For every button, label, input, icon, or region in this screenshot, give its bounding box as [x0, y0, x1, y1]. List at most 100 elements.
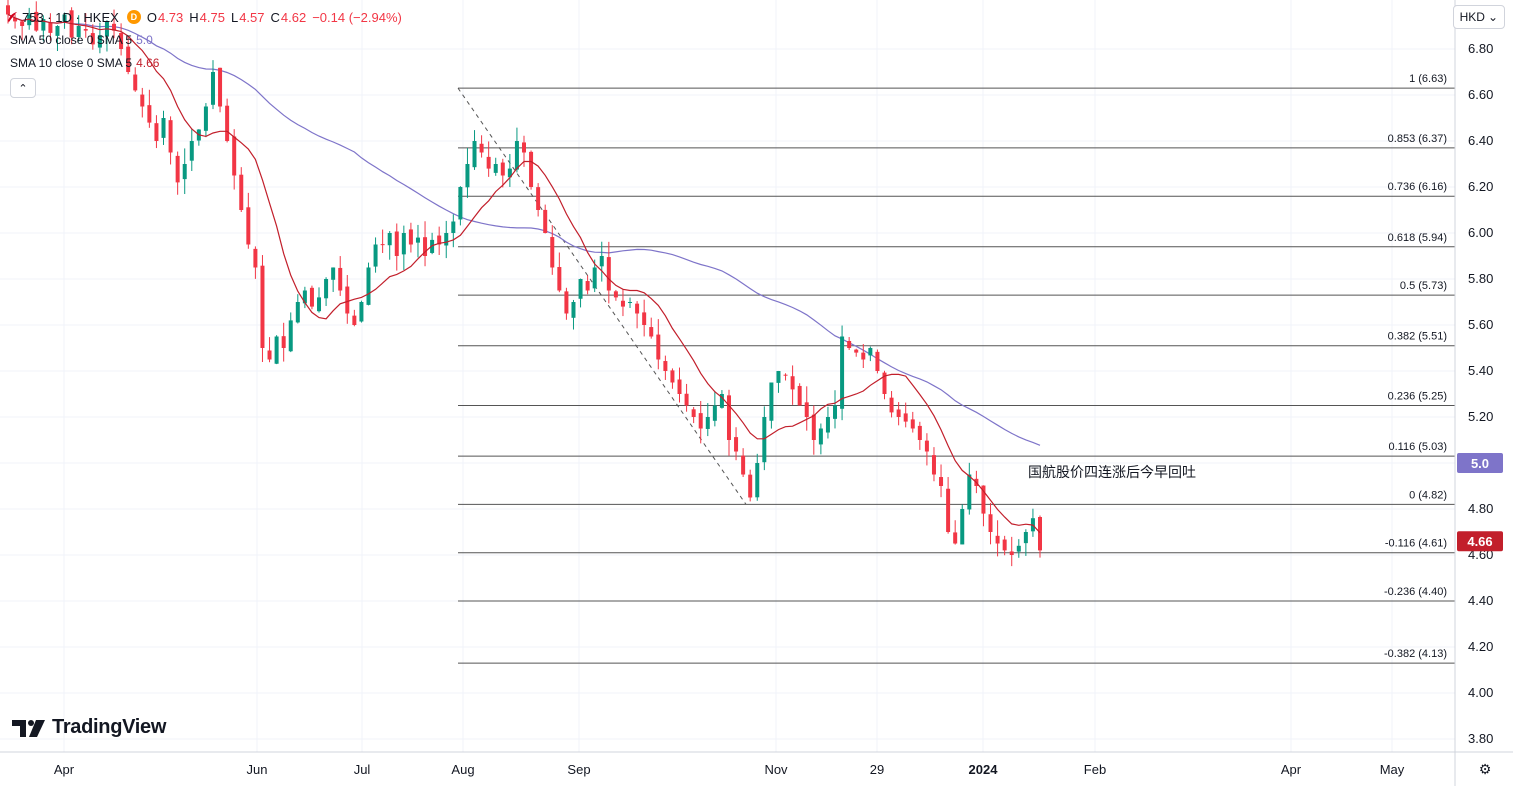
- y-tick-label: 4.80: [1468, 501, 1493, 516]
- candle-body: [790, 376, 795, 390]
- tradingview-logo[interactable]: TradingView: [12, 716, 166, 739]
- candle-body: [924, 440, 929, 452]
- sma10-legend[interactable]: SMA 10 close 0 SMA 5 4.66: [6, 51, 402, 74]
- candle-body: [670, 370, 675, 383]
- candle-body: [1009, 551, 1014, 555]
- y-tick-label: 5.40: [1468, 363, 1493, 378]
- fib-level-label: 0.853 (6.37): [1388, 133, 1447, 145]
- y-tick-label: 3.80: [1468, 731, 1493, 746]
- candle-body: [889, 397, 894, 413]
- x-tick-label: Apr: [54, 762, 75, 777]
- candle-body: [797, 385, 802, 406]
- candle-body: [811, 414, 816, 440]
- candle-body: [182, 164, 187, 180]
- collapse-legend-button[interactable]: ⌃: [10, 78, 36, 98]
- candle-body: [557, 267, 562, 291]
- candle-body: [62, 14, 67, 22]
- x-tick-label: Sep: [567, 762, 590, 777]
- candle-body: [218, 67, 223, 107]
- symbol-row[interactable]: 753 · 1D · HKEX D O 4.73 H 4.75 L 4.57 C 4.6…: [6, 6, 402, 28]
- candle-body: [734, 437, 739, 452]
- fib-level-label: 0.5 (5.73): [1400, 280, 1447, 292]
- candle-body: [352, 315, 357, 325]
- y-tick-label: 5.60: [1468, 317, 1493, 332]
- candle-body: [309, 287, 314, 307]
- candle-body: [437, 235, 442, 245]
- candle-body: [288, 320, 293, 352]
- sma50-label: SMA 50 close 0 SMA 5: [10, 32, 133, 47]
- change-value: −0.14 (−2.94%): [312, 9, 402, 25]
- high-value: 4.75: [199, 9, 225, 25]
- candle-body: [90, 33, 95, 45]
- candle-body: [458, 187, 463, 220]
- candle-body: [444, 233, 449, 246]
- settings-gear-icon[interactable]: ⚙: [1478, 760, 1492, 777]
- sma50-line: [7, 13, 1041, 446]
- candle-body: [628, 302, 633, 303]
- fib-level-label: 1 (6.63): [1409, 73, 1447, 85]
- candle-body: [550, 237, 555, 268]
- y-tick-label: 5.80: [1468, 271, 1493, 286]
- candle-body: [847, 340, 852, 348]
- candle-body: [903, 413, 908, 422]
- candle-body: [529, 151, 534, 187]
- candle-body: [6, 5, 10, 15]
- candle-body: [1002, 539, 1007, 551]
- delayed-badge: D: [126, 10, 141, 24]
- candle-body: [76, 26, 81, 38]
- candle-body: [691, 409, 696, 417]
- candle-body: [698, 413, 703, 429]
- candle-body: [592, 267, 597, 289]
- candle-body: [635, 303, 640, 314]
- sma50-legend[interactable]: SMA 50 close 0 SMA 5 5.0: [6, 28, 402, 51]
- candle-body: [112, 23, 117, 31]
- fib-level-label: 0.618 (5.94): [1388, 232, 1447, 244]
- candle-body: [649, 327, 654, 337]
- candle-body: [373, 244, 378, 267]
- candle-body: [825, 417, 830, 433]
- candle-body: [203, 106, 208, 131]
- open-key: O: [146, 9, 157, 25]
- candle-body: [394, 231, 399, 256]
- candle-body: [564, 291, 569, 314]
- candle-body: [154, 123, 159, 141]
- y-tick-label: 5.20: [1468, 409, 1493, 424]
- price-label-text: 4.66: [1467, 534, 1492, 549]
- candle-body: [493, 164, 498, 173]
- x-tick-label: 2024: [969, 762, 999, 777]
- candle-body: [119, 33, 124, 49]
- y-tick-label: 6.20: [1468, 179, 1493, 194]
- symbol-label[interactable]: 753 · 1D · HKEX: [22, 9, 119, 25]
- candle-body: [726, 395, 731, 440]
- candle-body: [260, 265, 265, 348]
- candle-body: [861, 352, 866, 360]
- candle-body: [613, 291, 618, 298]
- chart-annotation[interactable]: 国航股价四连涨后今早回吐: [1028, 464, 1196, 480]
- candle-body: [175, 155, 180, 183]
- candle-body: [875, 351, 880, 371]
- candle-body: [41, 19, 46, 31]
- candle-body: [946, 488, 951, 532]
- candle-body: [161, 118, 166, 138]
- candle-body: [423, 237, 428, 256]
- candle-body: [854, 349, 859, 353]
- y-tick-label: 4.20: [1468, 639, 1493, 654]
- candle-body: [345, 286, 350, 314]
- candle-body: [931, 455, 936, 475]
- candle-body: [741, 455, 746, 475]
- candle-body: [606, 257, 611, 291]
- candle-body: [507, 168, 512, 178]
- y-tick-label: 4.00: [1468, 685, 1493, 700]
- low-key: L: [230, 9, 239, 25]
- candle-body: [776, 371, 781, 383]
- candle-body: [818, 428, 823, 445]
- candle-body: [960, 509, 965, 545]
- candle-body: [295, 302, 300, 323]
- candle-body: [748, 474, 753, 498]
- candle-body: [274, 336, 279, 364]
- currency-select[interactable]: HKD ⌄: [1452, 5, 1505, 29]
- candle-body: [55, 26, 60, 36]
- candle-body: [656, 334, 661, 360]
- candle-body: [967, 474, 972, 510]
